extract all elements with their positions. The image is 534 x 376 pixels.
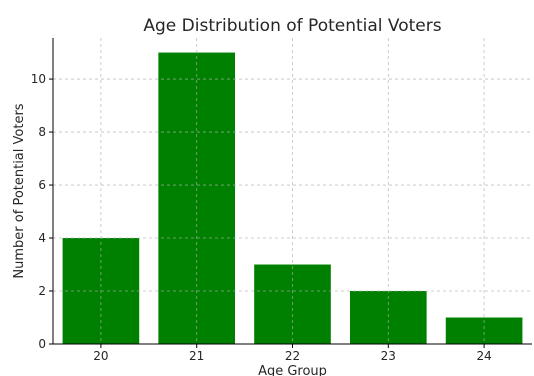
x-tick-label: 21 [189,349,204,363]
chart-title: Age Distribution of Potential Voters [143,16,441,36]
y-tick-label: 8 [38,125,46,139]
y-tick-label: 6 [38,178,46,192]
y-axis-label: Number of Potential Voters [12,103,27,278]
y-tick-label: 10 [31,72,46,86]
bar [349,291,427,344]
x-axis-label: Age Group [258,364,327,376]
x-tick-label: 24 [476,349,491,363]
bars [62,52,523,344]
x-tick-label: 20 [93,349,108,363]
x-tick-label: 23 [381,349,396,363]
y-tick-label: 0 [38,337,46,351]
x-tick-label: 22 [285,349,300,363]
bar [158,52,236,344]
y-tick-label: 4 [38,231,46,245]
y-tick-label: 2 [38,284,46,298]
